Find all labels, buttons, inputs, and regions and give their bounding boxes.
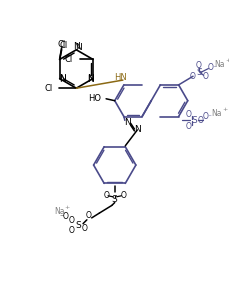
- Text: S: S: [190, 116, 196, 125]
- Text: N: N: [124, 118, 131, 127]
- Text: O⁻: O⁻: [206, 63, 216, 72]
- Text: O: O: [202, 72, 207, 81]
- Text: N: N: [133, 126, 140, 134]
- Text: O: O: [82, 224, 87, 233]
- Text: O: O: [68, 216, 74, 225]
- Text: O⁻: O⁻: [202, 112, 211, 121]
- Text: O: O: [185, 122, 190, 131]
- Text: O: O: [185, 110, 190, 119]
- Text: S: S: [195, 68, 201, 77]
- Text: ⁻O: ⁻O: [60, 212, 69, 222]
- Text: Cl: Cl: [64, 55, 72, 64]
- Text: Cl: Cl: [59, 41, 67, 51]
- Text: Na: Na: [210, 109, 220, 118]
- Text: N: N: [59, 74, 66, 83]
- Text: O: O: [103, 191, 109, 200]
- Text: N: N: [86, 75, 93, 84]
- Text: N: N: [74, 43, 81, 52]
- Text: Na: Na: [214, 60, 224, 69]
- Text: O: O: [68, 226, 74, 235]
- Text: O: O: [197, 116, 203, 125]
- Text: +: +: [224, 59, 229, 63]
- Text: +: +: [64, 205, 69, 210]
- Text: Cl: Cl: [44, 84, 52, 93]
- Text: HN: HN: [113, 73, 126, 82]
- Text: N: N: [86, 74, 93, 83]
- Text: HO: HO: [88, 94, 101, 103]
- Text: O: O: [195, 61, 201, 70]
- Text: S: S: [75, 221, 81, 230]
- Text: O: O: [120, 191, 126, 200]
- Text: Cl: Cl: [57, 39, 65, 49]
- Text: Na: Na: [54, 207, 64, 216]
- Text: +: +: [221, 107, 226, 112]
- Text: O: O: [188, 72, 194, 81]
- Text: N: N: [59, 75, 66, 84]
- Text: S: S: [111, 195, 117, 204]
- Text: O: O: [85, 212, 91, 220]
- Text: N: N: [73, 42, 79, 51]
